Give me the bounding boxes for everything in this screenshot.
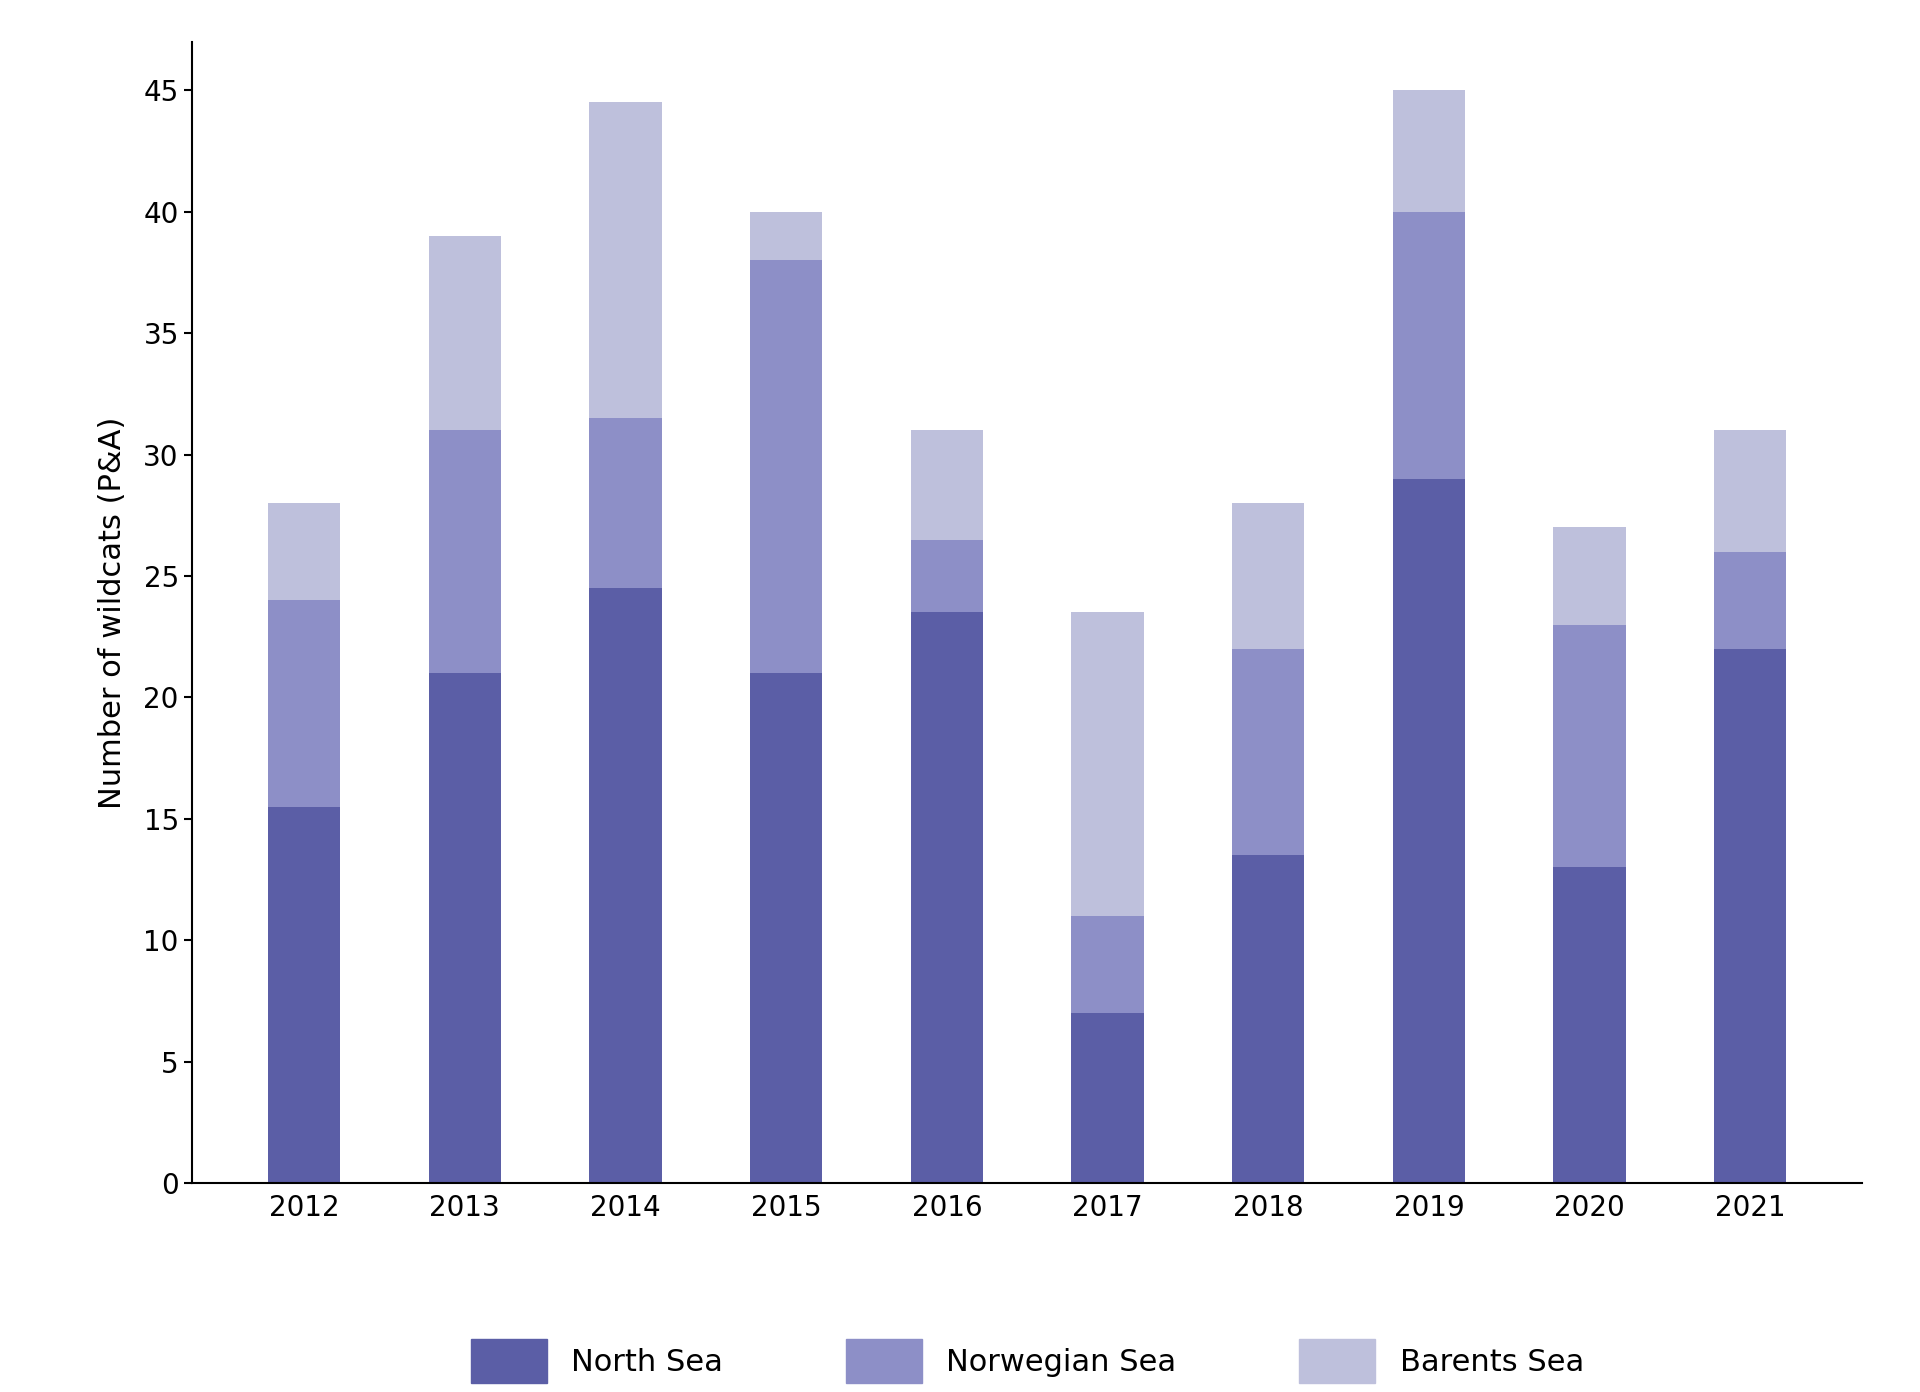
Bar: [428, 237, 501, 430]
Bar: [751, 674, 822, 1183]
Bar: [269, 503, 340, 600]
Bar: [751, 260, 822, 674]
Bar: [1715, 649, 1786, 1183]
Bar: [589, 589, 662, 1183]
Bar: [1071, 916, 1144, 1013]
Bar: [589, 103, 662, 418]
Bar: [1392, 479, 1465, 1183]
Bar: [269, 600, 340, 807]
Legend: North Sea, Norwegian Sea, Barents Sea: North Sea, Norwegian Sea, Barents Sea: [455, 1324, 1599, 1392]
Bar: [428, 674, 501, 1183]
Bar: [1233, 503, 1304, 649]
Bar: [1071, 1013, 1144, 1183]
Y-axis label: Number of wildcats (P&A): Number of wildcats (P&A): [98, 416, 127, 809]
Bar: [1715, 551, 1786, 649]
Bar: [589, 418, 662, 589]
Bar: [751, 212, 822, 260]
Bar: [910, 540, 983, 612]
Bar: [428, 430, 501, 674]
Bar: [1233, 649, 1304, 855]
Bar: [1071, 612, 1144, 916]
Bar: [910, 612, 983, 1183]
Bar: [1553, 867, 1626, 1183]
Bar: [910, 430, 983, 540]
Bar: [1553, 625, 1626, 867]
Bar: [1715, 430, 1786, 551]
Bar: [1392, 90, 1465, 212]
Bar: [1233, 855, 1304, 1183]
Bar: [1553, 528, 1626, 625]
Bar: [269, 807, 340, 1183]
Bar: [1392, 212, 1465, 479]
